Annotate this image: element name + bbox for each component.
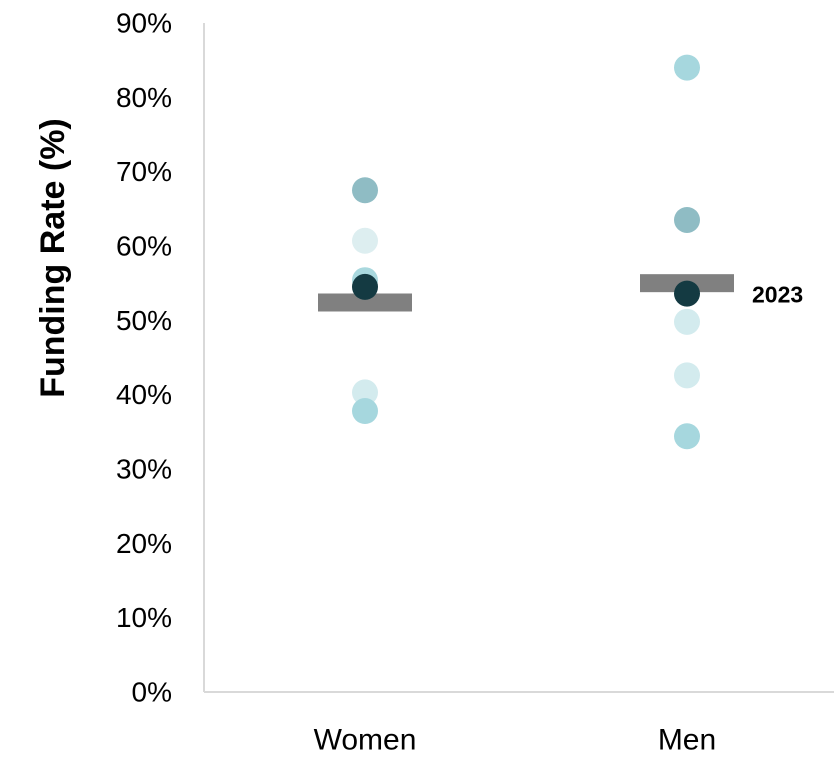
data-point [674,206,700,233]
y-tick-label: 40% [116,379,172,410]
data-point [352,398,378,425]
y-tick-label: 0% [132,677,172,708]
y-tick-label: 30% [116,454,172,485]
average-bar [318,293,412,312]
y-tick-label: 10% [116,602,172,633]
x-axis-categories: Women Men [314,724,717,757]
y-tick-label: 90% [116,8,172,39]
average-bars [318,274,734,312]
data-point [674,280,700,307]
data-points [352,54,700,450]
data-point [674,54,700,81]
y-axis-ticks: 0% 10% 20% 30% 40% 50% 60% 70% 80% 90% [116,8,172,708]
data-point [352,177,378,204]
annotation-label: 2023 [752,282,803,308]
axes [203,23,834,693]
x-category-label: Men [658,724,716,757]
data-point [352,227,378,254]
data-point [674,362,700,389]
data-point [352,379,378,406]
y-tick-label: 50% [116,305,172,336]
y-tick-label: 20% [116,528,172,559]
data-point [674,423,700,450]
y-tick-label: 80% [116,82,172,113]
y-tick-label: 70% [116,156,172,187]
data-point [352,273,378,300]
annotations: 2023 [752,282,803,308]
x-category-label: Women [314,724,417,757]
y-tick-label: 60% [116,231,172,262]
y-axis-title: Funding Rate (%) [34,118,72,398]
data-point [674,308,700,335]
